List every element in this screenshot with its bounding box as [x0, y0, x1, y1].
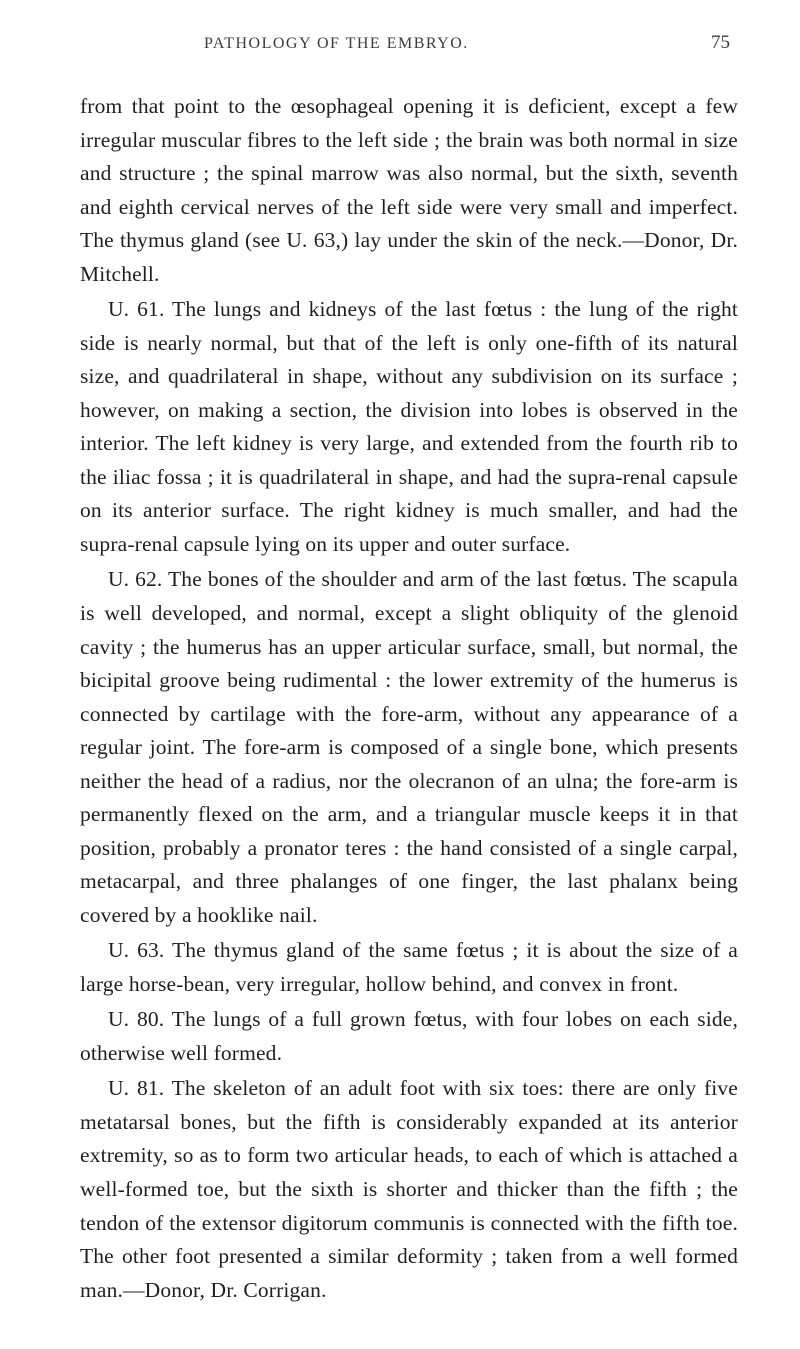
- paragraph: U. 63. The thymus gland of the same fœtu…: [80, 934, 738, 1001]
- body-text: from that point to the œsophageal openin…: [80, 90, 738, 1307]
- header-title: PATHOLOGY OF THE EMBRYO.: [204, 35, 469, 53]
- page-header: PATHOLOGY OF THE EMBRYO. 75: [80, 32, 738, 54]
- paragraph: U. 81. The skeleton of an adult foot wit…: [80, 1072, 738, 1307]
- page-container: PATHOLOGY OF THE EMBRYO. 75 from that po…: [0, 0, 800, 1349]
- paragraph: U. 62. The bones of the shoulder and arm…: [80, 563, 738, 932]
- paragraph: U. 80. The lungs of a full grown fœtus, …: [80, 1003, 738, 1070]
- paragraph: from that point to the œsophageal openin…: [80, 90, 738, 291]
- page-number: 75: [711, 32, 730, 54]
- paragraph: U. 61. The lungs and kidneys of the last…: [80, 293, 738, 561]
